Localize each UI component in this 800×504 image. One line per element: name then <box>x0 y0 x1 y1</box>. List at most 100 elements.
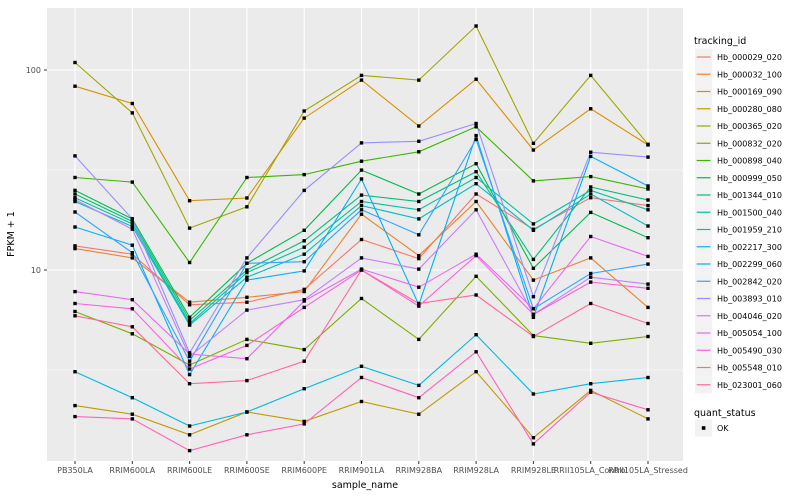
data-point <box>302 260 306 264</box>
data-point <box>187 199 192 203</box>
data-point <box>474 350 478 354</box>
data-point <box>417 383 421 388</box>
data-point <box>474 182 478 186</box>
data-point <box>130 111 134 115</box>
data-point <box>474 293 478 297</box>
data-point <box>187 448 192 453</box>
data-points-layer <box>73 24 650 453</box>
legend-label: Hb_005490_030 <box>717 346 782 355</box>
data-point <box>531 148 536 152</box>
data-point <box>646 286 650 290</box>
data-point <box>245 196 249 200</box>
data-point <box>531 141 536 145</box>
data-point <box>302 359 306 363</box>
data-point <box>474 137 478 142</box>
data-point <box>187 318 192 323</box>
data-point <box>73 309 77 314</box>
data-point <box>359 268 364 272</box>
legend-shape-marker <box>701 426 706 430</box>
data-point <box>646 142 650 146</box>
legend-label: Hb_005548_010 <box>717 364 782 373</box>
data-point <box>130 417 134 421</box>
legend-label: Hb_000898_040 <box>717 157 782 166</box>
data-point <box>359 73 364 78</box>
data-point <box>474 125 478 129</box>
data-point <box>73 196 77 200</box>
data-point <box>302 289 306 294</box>
legend-color-entries: Hb_000029_020 Hb_000032_100 Hb_000169_090 H… <box>695 48 782 394</box>
data-point <box>130 227 134 231</box>
y-axis-title: FPKM + 1 <box>6 211 17 257</box>
legend-label: Hb_003893_010 <box>717 295 782 304</box>
legend-shape-entries <box>695 419 713 437</box>
data-point <box>474 333 478 337</box>
data-point <box>73 246 77 251</box>
data-point <box>646 208 650 212</box>
data-point <box>73 210 77 214</box>
data-point <box>130 396 134 400</box>
data-point <box>417 192 421 196</box>
data-point <box>73 154 77 158</box>
x-tick-label: RRII105LA_Stressed <box>608 466 688 475</box>
data-point <box>589 234 593 239</box>
data-point <box>646 254 650 259</box>
data-point <box>417 199 421 204</box>
legend-label: Hb_004046_020 <box>717 312 782 321</box>
data-point <box>245 261 249 265</box>
data-point <box>589 256 593 260</box>
data-point <box>302 287 306 292</box>
legend-label: Hb_002217_300 <box>717 243 782 252</box>
data-point <box>359 237 364 242</box>
data-point <box>187 303 192 307</box>
data-point <box>130 219 134 224</box>
legend-label: Hb_000032_100 <box>717 70 782 79</box>
legend-color-title: tracking_id <box>694 36 746 47</box>
data-point <box>187 323 192 327</box>
data-point <box>589 271 593 276</box>
legend-shape-title: quant_status <box>694 408 756 419</box>
data-point <box>245 410 249 414</box>
data-point <box>646 282 650 286</box>
data-point <box>359 193 364 197</box>
data-point <box>302 109 306 113</box>
data-point <box>589 174 593 179</box>
data-point <box>302 172 306 177</box>
data-point <box>474 253 478 258</box>
data-point <box>359 199 364 204</box>
data-point <box>646 375 650 380</box>
data-point <box>417 124 421 128</box>
data-point <box>359 159 364 163</box>
data-point <box>359 168 364 172</box>
data-point <box>646 262 650 266</box>
legend-label: Hb_002842_020 <box>717 277 782 286</box>
data-point <box>73 175 77 180</box>
data-point <box>245 295 249 299</box>
y-tick-label: 10 <box>31 266 41 275</box>
data-point <box>359 296 364 301</box>
data-point <box>73 314 77 318</box>
data-point <box>474 162 478 166</box>
data-point <box>245 378 249 383</box>
data-point <box>302 188 306 193</box>
data-point <box>187 424 192 428</box>
data-point <box>187 372 192 377</box>
data-point <box>302 252 306 256</box>
data-point <box>73 197 77 202</box>
y-tick-label: 100 <box>26 66 41 75</box>
legend-shape-label: OK <box>717 424 729 433</box>
data-point <box>646 187 650 191</box>
data-point <box>474 24 478 28</box>
legend-label: Hb_001959_210 <box>717 226 782 235</box>
data-point <box>130 180 134 184</box>
data-point <box>474 133 478 138</box>
x-tick-label: RRIM600LA <box>109 466 155 475</box>
data-point <box>417 412 421 416</box>
x-tick-label: RRIM600PE <box>281 466 327 475</box>
data-point <box>73 414 77 419</box>
data-point <box>73 301 77 306</box>
data-point <box>245 256 249 260</box>
data-point <box>589 210 593 215</box>
data-point <box>245 433 249 437</box>
data-point <box>531 436 536 440</box>
